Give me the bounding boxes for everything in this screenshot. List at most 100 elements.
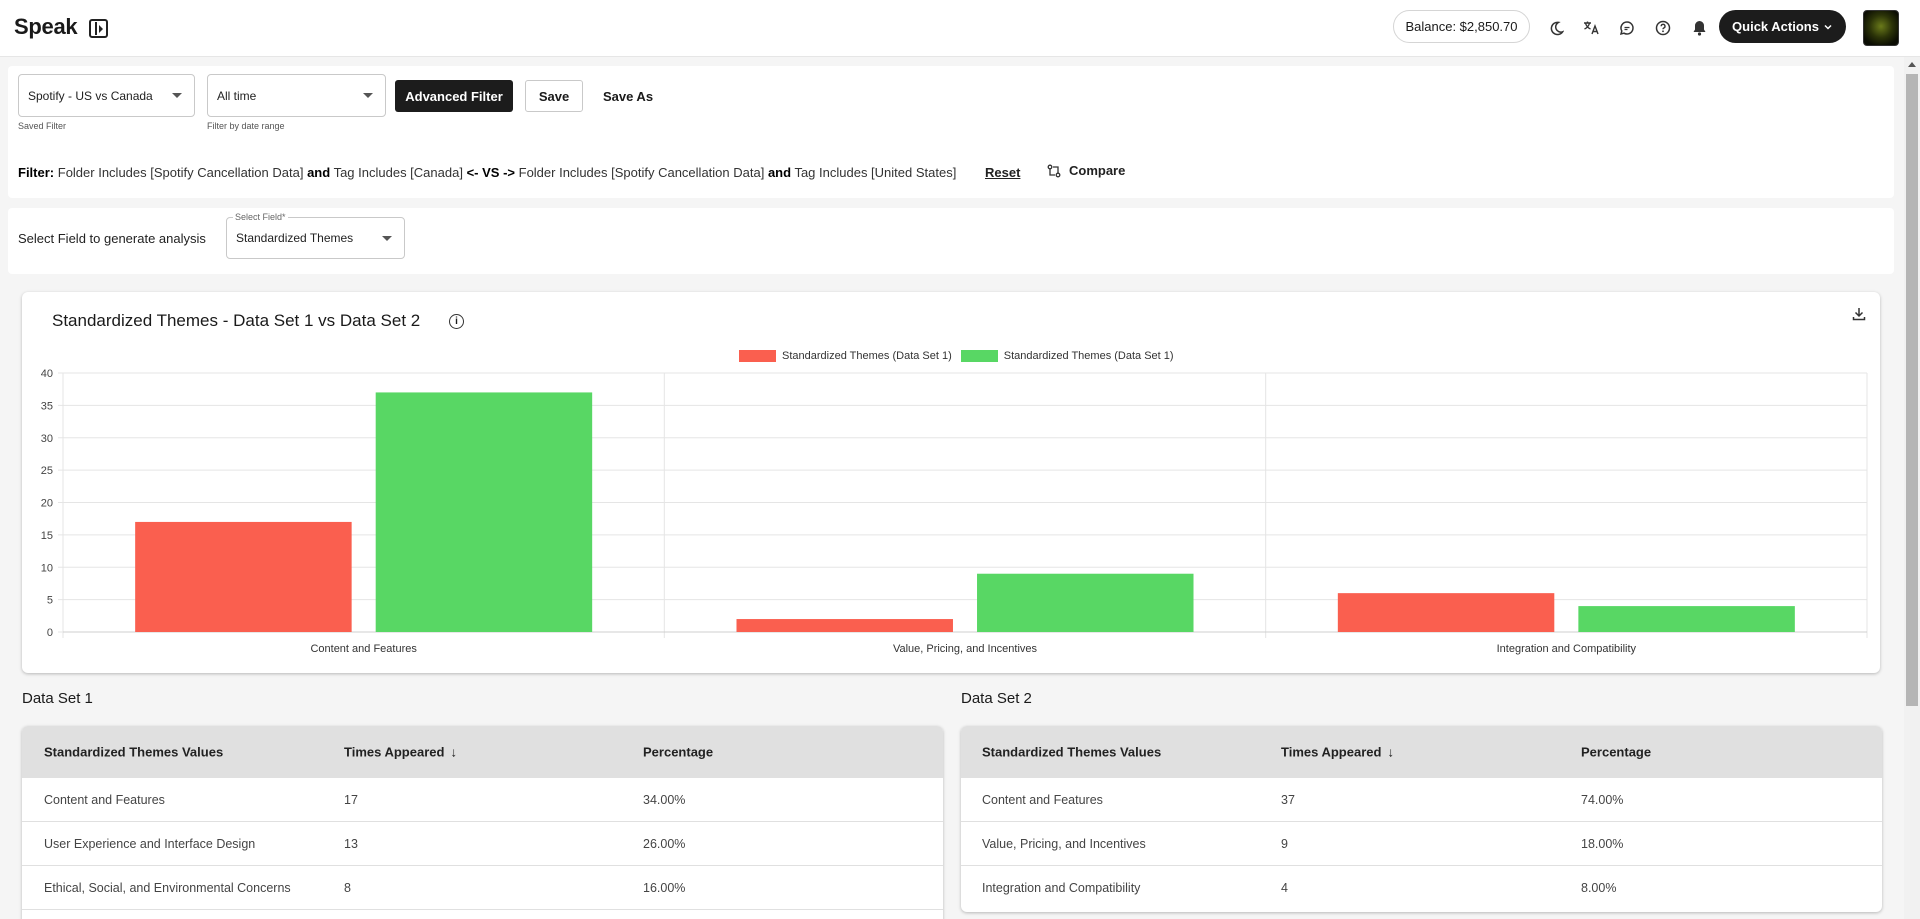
x-tick-label: Content and Features [310,643,417,655]
chart-legend: Standardized Themes (Data Set 1) Standar… [739,350,1174,362]
cell-percentage: 18.00% [1581,836,1624,851]
date-range-select[interactable]: All time [207,74,386,117]
saved-filter-helper: Saved Filter [18,121,67,131]
advanced-filter-button[interactable]: Advanced Filter [395,80,513,112]
date-range-value: All time [217,88,257,103]
bar-series-1 [736,619,953,632]
cell-percentage: 26.00% [643,836,686,851]
table-row[interactable]: Content and Features 37 74.00% [961,778,1882,822]
y-tick-label: 20 [41,498,53,510]
balance-badge[interactable]: Balance: $2,850.70 [1393,10,1530,43]
filter-summary: Filter: Folder Includes [Spotify Cancell… [18,165,956,180]
legend-swatch-1 [739,350,776,362]
bell-icon[interactable] [1689,18,1709,38]
chart-title: Standardized Themes - Data Set 1 vs Data… [52,311,421,330]
legend-label-1: Standardized Themes (Data Set 1) [782,350,952,362]
column-header-times-appeared[interactable]: Times Appeared ↓ [344,745,457,760]
cell-value: Content and Features [44,792,165,807]
filter-and-2: and [767,165,792,180]
table-row[interactable]: Content and Features 17 34.00% [22,778,943,822]
column-header-times-label: Times Appeared [344,744,445,760]
quick-actions-label: Quick Actions [1732,19,1819,34]
sort-down-icon: ↓ [450,744,457,760]
y-tick-label: 10 [41,562,53,574]
filter-a-tag: Tag Includes [Canada] [333,165,463,180]
y-tick-label: 30 [41,433,53,445]
cell-percentage: 74.00% [1581,792,1624,807]
column-header-percentage[interactable]: Percentage [1581,744,1652,760]
save-as-button[interactable]: Save As [602,88,654,104]
data-set-2-heading: Data Set 2 [961,690,1032,707]
legend-item-series-1[interactable]: Standardized Themes (Data Set 1) [739,350,952,362]
table-row[interactable]: Integration and Compatibility 4 8.00% [961,866,1882,910]
filter-label: Filter: [18,165,55,180]
caret-down-icon [363,93,373,98]
cell-count: 17 [344,792,358,807]
x-tick-label: Integration and Compatibility [1497,643,1637,655]
sidebar-toggle-icon[interactable] [89,19,108,38]
legend-label-2: Standardized Themes (Data Set 1) [1003,350,1174,362]
cell-percentage: 16.00% [643,880,686,895]
data-set-2-table: Standardized Themes Values Times Appeare… [961,726,1882,912]
bar-series-2 [1578,606,1795,632]
filter-and-1: and [307,165,331,180]
table-row[interactable]: User Experience and Interface Design 13 … [22,822,943,866]
y-tick-label: 25 [41,465,53,477]
cell-count: 8 [344,880,351,895]
scroll-up-icon[interactable] [1908,62,1916,67]
app-logo[interactable]: Speak [14,14,78,39]
filter-b-folder: Folder Includes [Spotify Cancellation Da… [518,165,765,180]
column-header-values[interactable]: Standardized Themes Values [982,744,1162,760]
top-bar: Speak Balance: $2,850.70 Quick Actions [0,0,1920,57]
cell-count: 9 [1281,836,1288,851]
bar-series-1 [135,521,352,632]
translate-icon[interactable] [1581,18,1601,38]
avatar[interactable] [1863,10,1899,46]
cell-count: 13 [344,836,358,851]
save-button[interactable]: Save [525,80,583,112]
quick-actions-button[interactable]: Quick Actions [1719,10,1846,43]
column-header-values[interactable]: Standardized Themes Values [44,744,224,760]
table-header: Standardized Themes Values Times Appeare… [22,726,943,778]
chat-icon[interactable] [1617,18,1637,38]
scrollbar-thumb[interactable] [1906,74,1918,706]
cell-value: User Experience and Interface Design [44,836,256,851]
bar-series-2 [375,392,593,632]
field-select[interactable]: Standardized Themes [226,217,405,259]
caret-down-icon [172,93,182,98]
column-header-times-appeared[interactable]: Times Appeared ↓ [1281,745,1394,760]
cell-value: Value, Pricing, and Incentives [982,836,1146,851]
filter-vs: <- VS -> [466,165,515,180]
help-icon[interactable] [1653,18,1673,38]
cell-value: Content and Features [982,792,1103,807]
y-tick-label: 0 [47,627,53,639]
column-header-times-label: Times Appeared [1281,744,1382,760]
cell-value: Integration and Compatibility [982,881,1141,895]
legend-item-series-2[interactable]: Standardized Themes (Data Set 1) [960,350,1174,362]
date-range-helper: Filter by date range [207,121,285,131]
data-set-1-table: Standardized Themes Values Times Appeare… [22,726,943,919]
bar-series-2 [977,573,1194,632]
field-select-label: Select Field* [233,212,288,222]
legend-swatch-2 [960,350,998,362]
reset-link[interactable]: Reset [985,165,1021,180]
info-icon[interactable]: i [449,314,464,329]
table-row[interactable]: Ethical, Social, and Environmental Conce… [22,866,943,910]
y-tick-label: 35 [41,400,53,412]
moon-icon[interactable] [1546,18,1566,38]
chevron-down-icon [1824,24,1832,30]
column-header-percentage[interactable]: Percentage [643,744,714,760]
y-tick-label: 15 [41,530,53,542]
bar-series-1 [1337,593,1555,632]
compare-button[interactable]: Compare [1047,163,1125,178]
caret-down-icon [382,236,392,241]
table-row[interactable]: Value, Pricing, and Incentives 9 18.00% [961,822,1882,866]
field-select-prompt: Select Field to generate analysis [18,231,206,246]
y-tick-label: 5 [47,595,53,607]
cell-value: Ethical, Social, and Environmental Conce… [44,880,291,895]
saved-filter-select[interactable]: Spotify - US vs Canada [18,74,195,117]
download-icon[interactable] [1852,307,1868,325]
sort-down-icon: ↓ [1387,744,1394,760]
compare-icon [1047,164,1061,177]
filter-b-tag: Tag Includes [United States] [794,165,957,180]
